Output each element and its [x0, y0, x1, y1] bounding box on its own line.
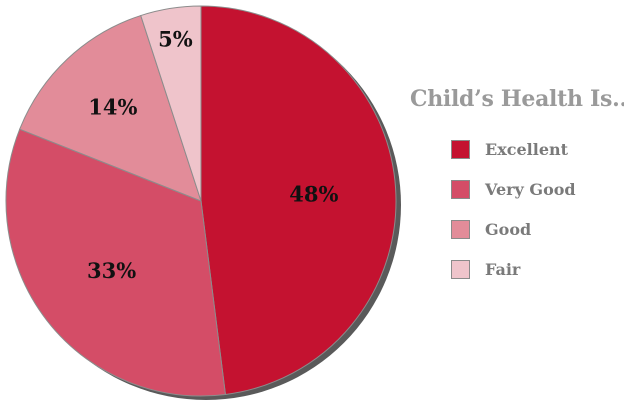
- legend-item-good: Good: [451, 216, 624, 243]
- legend-label-very-good: Very Good: [485, 180, 576, 199]
- legend-label-fair: Fair: [485, 260, 521, 279]
- pie-slices: [5, 5, 397, 397]
- legend-swatch-very-good: [451, 180, 470, 199]
- legend-item-very-good: Very Good: [451, 176, 624, 203]
- pie-slice-fair: [140, 5, 202, 202]
- legend-item-excellent: Excellent: [451, 136, 624, 163]
- pie-slice-excellent: [200, 5, 397, 396]
- chart-title: Child’s Health Is...: [410, 86, 624, 112]
- legend-label-good: Good: [485, 220, 532, 239]
- legend-label-excellent: Excellent: [485, 140, 569, 159]
- legend: Child’s Health Is... Excellent Very Good…: [410, 86, 624, 296]
- slice-label-fair: 5%: [158, 27, 193, 52]
- legend-swatch-excellent: [451, 140, 470, 159]
- pie-slice-very-good: [5, 128, 226, 397]
- slice-label-very-good: 33%: [87, 258, 136, 283]
- legend-swatch-fair: [451, 260, 470, 279]
- legend-list: Excellent Very Good Good Fair: [451, 136, 624, 283]
- legend-swatch-good: [451, 220, 470, 239]
- slice-label-excellent: 48%: [289, 181, 338, 206]
- pie-labels: 48% 33% 14% 5%: [87, 27, 338, 283]
- slice-label-good: 14%: [88, 95, 137, 120]
- legend-item-fair: Fair: [451, 256, 624, 283]
